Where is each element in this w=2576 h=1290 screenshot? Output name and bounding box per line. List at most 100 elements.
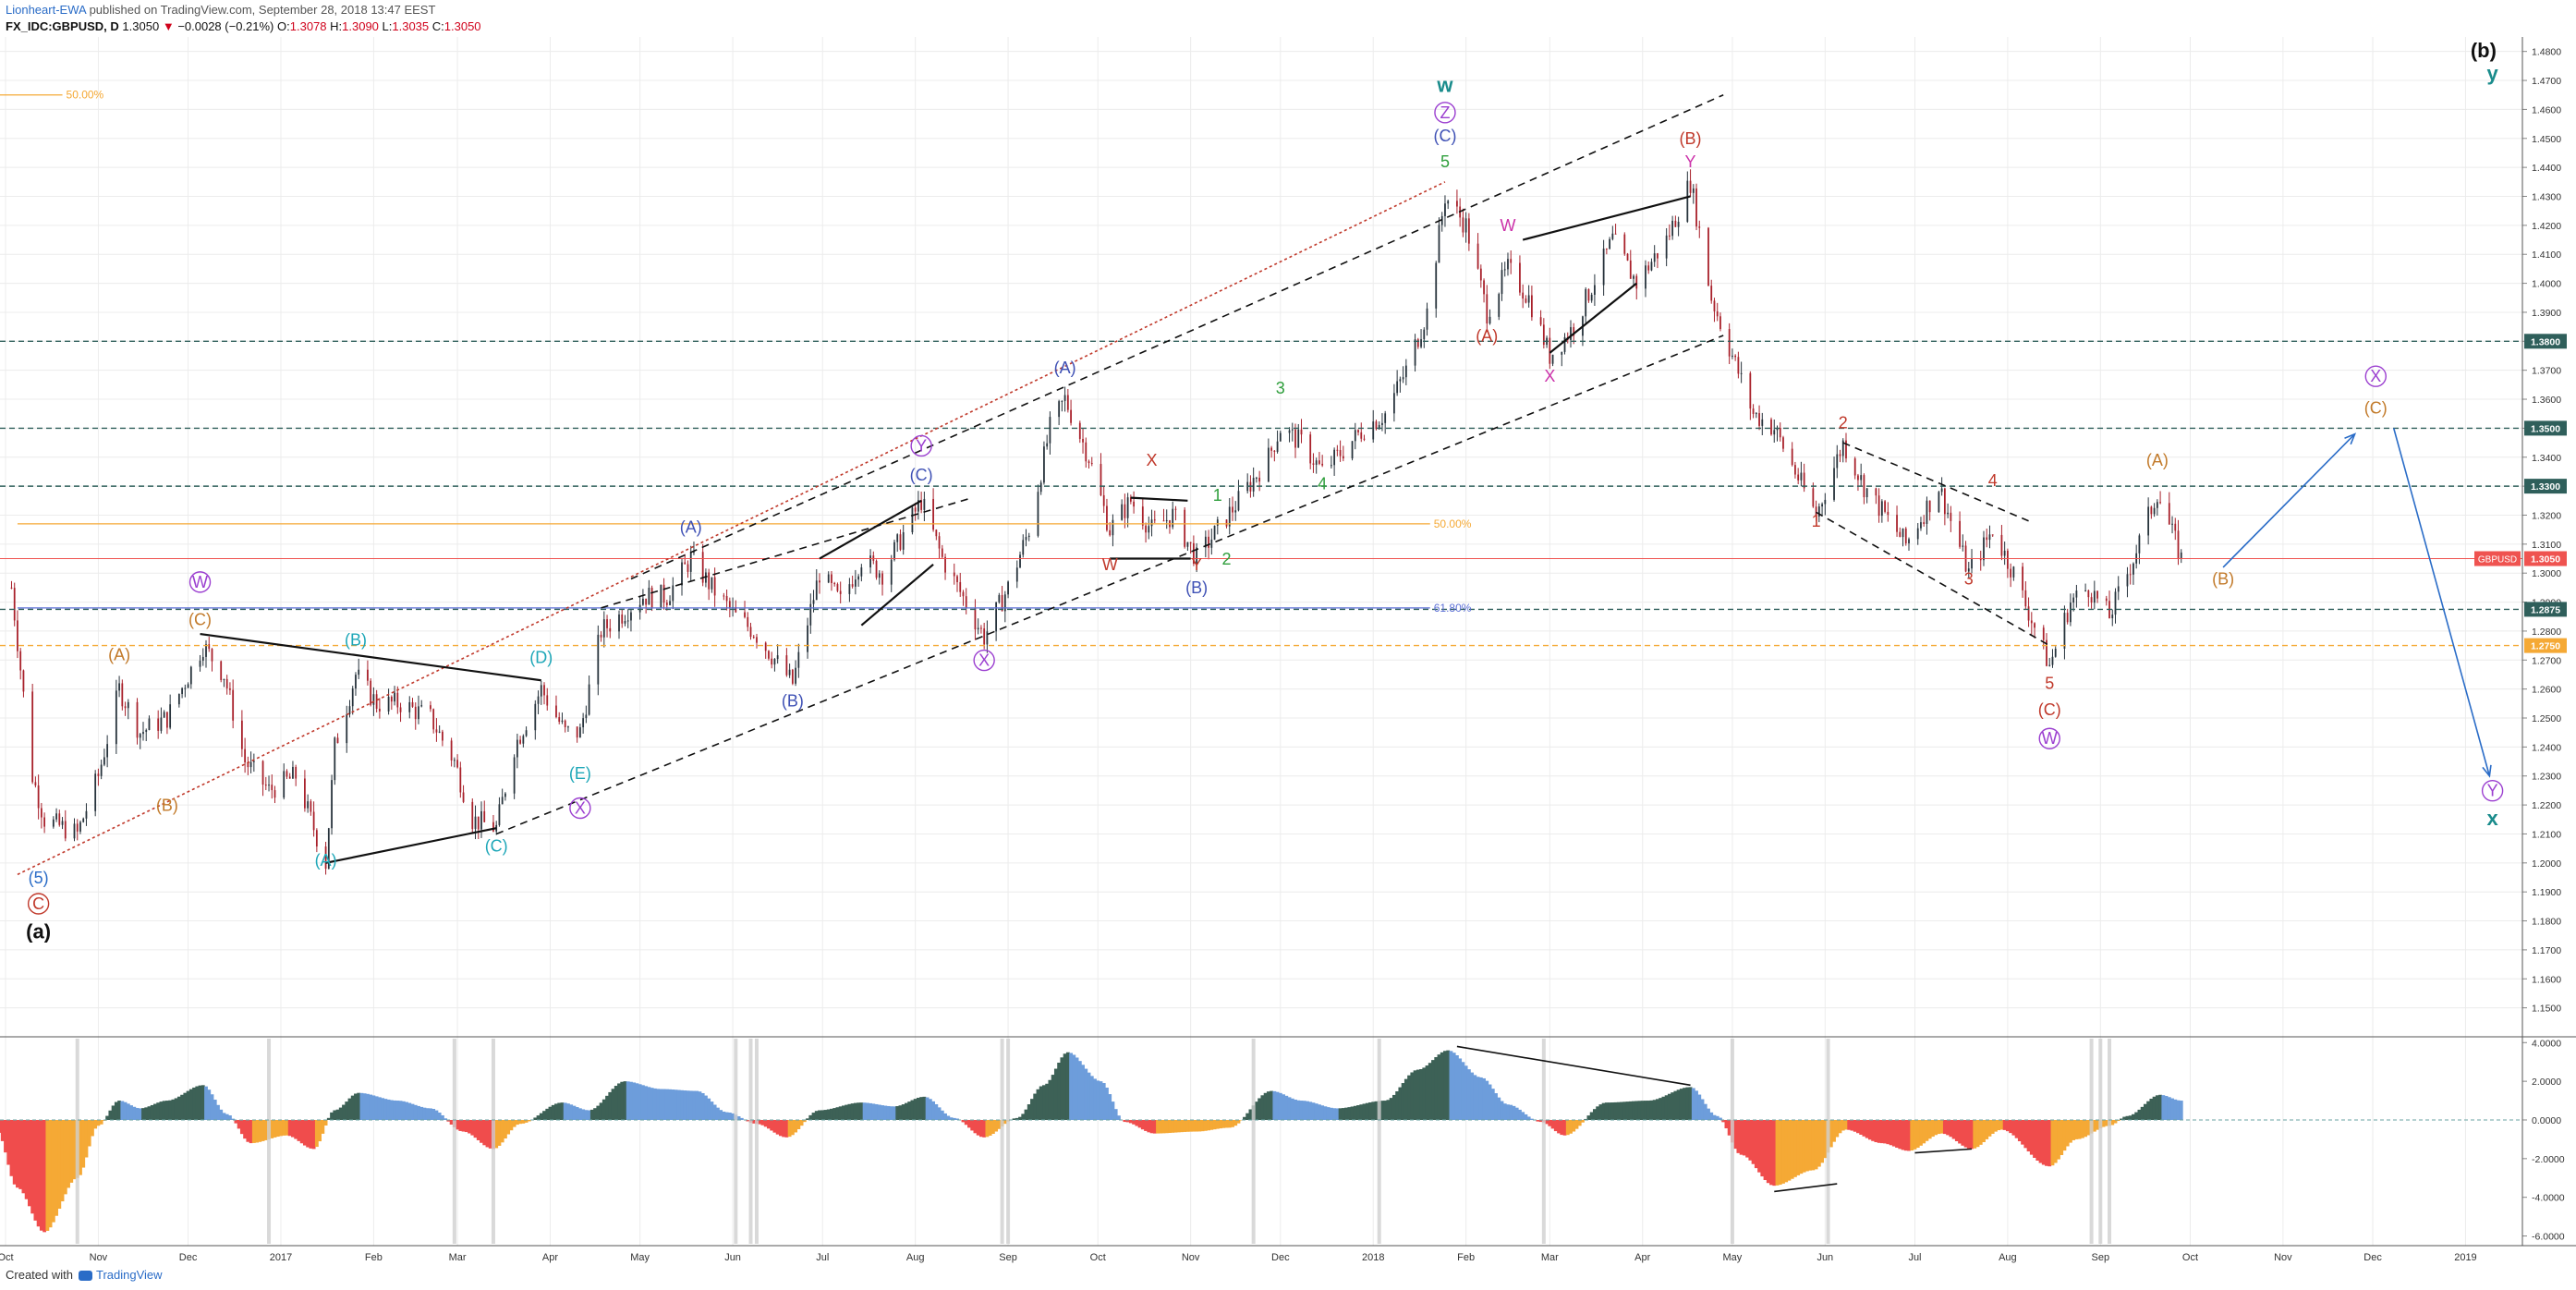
oscillator-bar	[1719, 1117, 1722, 1120]
candle-body	[836, 584, 839, 591]
oscillator-bar	[1811, 1119, 1816, 1171]
oscillator-bar	[1930, 1119, 1935, 1138]
open-value: 1.3078	[289, 19, 327, 33]
wave-label: (B)	[345, 631, 367, 650]
oscillator-bar	[255, 1119, 259, 1143]
oscillator-bar	[1994, 1119, 1998, 1132]
tradingview-link[interactable]: TradingView	[95, 1268, 163, 1282]
candle-body	[1947, 512, 1950, 515]
oscillator-bar	[291, 1119, 295, 1138]
oscillator-bar	[1529, 1118, 1534, 1120]
candle-body	[1880, 501, 1883, 517]
oscillator-bar	[2170, 1098, 2174, 1120]
oscillator-bar	[2026, 1119, 2031, 1152]
candle-body	[145, 729, 148, 733]
oscillator-bar	[727, 1112, 732, 1120]
published-text: published on TradingView.com, September …	[89, 3, 436, 17]
candle-body	[609, 627, 612, 632]
oscillator-bar	[515, 1119, 519, 1126]
symbol-name: FX_IDC:GBPUSD, D	[6, 19, 119, 33]
oscillator-bar	[9, 1119, 14, 1176]
candle-body	[1357, 430, 1359, 432]
oscillator-bar	[1063, 1053, 1067, 1120]
wave-label-circle	[1434, 102, 1456, 124]
candle-body	[1063, 395, 1066, 401]
oscillator-bar	[635, 1083, 639, 1120]
candle-body	[833, 582, 836, 585]
oscillator-bar	[1506, 1104, 1510, 1120]
oscillator-bar	[922, 1096, 927, 1120]
candle-body	[848, 584, 851, 594]
oscillator-bar	[275, 1119, 280, 1138]
candle-body	[648, 588, 650, 605]
candle-body	[1124, 504, 1126, 518]
time-axis-label: Apr	[1634, 1252, 1650, 1263]
time-axis-label: Sep	[2092, 1252, 2110, 1263]
time-axis-label: 2018	[1362, 1252, 1384, 1263]
divergence-line	[1456, 1045, 1691, 1087]
oscillator-bar	[326, 1117, 331, 1120]
candle-body	[94, 773, 97, 811]
oscillator-bar	[1209, 1119, 1214, 1130]
oscillator-bar	[246, 1119, 250, 1142]
candle-body	[1126, 497, 1129, 518]
oscillator-bar	[228, 1115, 232, 1120]
oscillator-bar	[620, 1081, 625, 1120]
candle-body	[2117, 586, 2120, 592]
publish-info: Lionheart-EWA published on TradingView.c…	[6, 3, 435, 17]
candle-body	[582, 718, 585, 728]
author-link[interactable]: Lionheart-EWA	[6, 3, 86, 17]
oscillator-bar	[1105, 1087, 1109, 1120]
candle-body	[471, 801, 474, 830]
candle-body	[187, 684, 189, 688]
oscillator-bar	[1140, 1119, 1145, 1130]
chart-footer: Created with TradingView	[0, 1268, 2576, 1290]
wave-label: 3	[1276, 379, 1285, 397]
candle-body	[662, 584, 665, 603]
oscillator-bar	[1197, 1119, 1202, 1132]
oscillator-bar	[1853, 1119, 1857, 1132]
oscillator-bar	[27, 1119, 31, 1207]
oscillator-bar	[1458, 1058, 1463, 1120]
oscillator-bar	[1982, 1119, 1986, 1143]
oscillator-bar	[1353, 1105, 1357, 1120]
candle-body	[411, 701, 414, 707]
oscillator-bar	[488, 1119, 492, 1149]
wave-label: 3	[1964, 570, 1974, 589]
candle-body	[1695, 188, 1697, 227]
time-axis-label: Mar	[449, 1252, 467, 1263]
oscillator-bar	[548, 1106, 553, 1120]
price-axis-label: 1.2600	[2532, 685, 2561, 696]
candle-body	[1752, 408, 1755, 414]
candle-body	[2174, 523, 2177, 531]
symbol-ohlc-legend: FX_IDC:GBPUSD, D 1.3050 ▼ −0.0028 (−0.21…	[6, 19, 481, 33]
candle-body	[2138, 535, 2141, 554]
oscillator-bar	[273, 1119, 277, 1138]
oscillator-bar	[1482, 1077, 1486, 1120]
candle-body	[1279, 432, 1282, 442]
oscillator-bar	[1437, 1054, 1441, 1120]
oscillator-bar	[287, 1119, 292, 1137]
candle-body	[1196, 547, 1198, 565]
oscillator-bar	[294, 1119, 298, 1139]
oscillator-bar	[889, 1106, 893, 1120]
price-axis-label: 1.3400	[2532, 453, 2561, 464]
wave-label: X	[978, 651, 990, 670]
oscillator-bar	[362, 1093, 367, 1120]
candle-body	[797, 651, 800, 668]
wave-label: 2	[1839, 413, 1848, 432]
candle-body	[713, 577, 716, 596]
time-axis-label: Nov	[2274, 1252, 2292, 1263]
candle-body	[1501, 270, 1503, 295]
candle-body	[1770, 419, 1772, 435]
candle-body	[331, 780, 333, 829]
candle-body	[1563, 336, 1566, 352]
oscillator-bar	[949, 1117, 954, 1120]
oscillator-bar	[1814, 1119, 1818, 1170]
candle-body	[564, 720, 566, 727]
oscillator-bar	[698, 1091, 702, 1120]
candle-body	[854, 579, 857, 587]
candle-body	[2114, 591, 2117, 615]
chart-canvas[interactable]: 50.00% 50.00% 61.80% (5) C (a) W (C) (A) (B) (B) (A…	[0, 37, 2576, 1268]
wave-label-circle	[973, 649, 995, 672]
